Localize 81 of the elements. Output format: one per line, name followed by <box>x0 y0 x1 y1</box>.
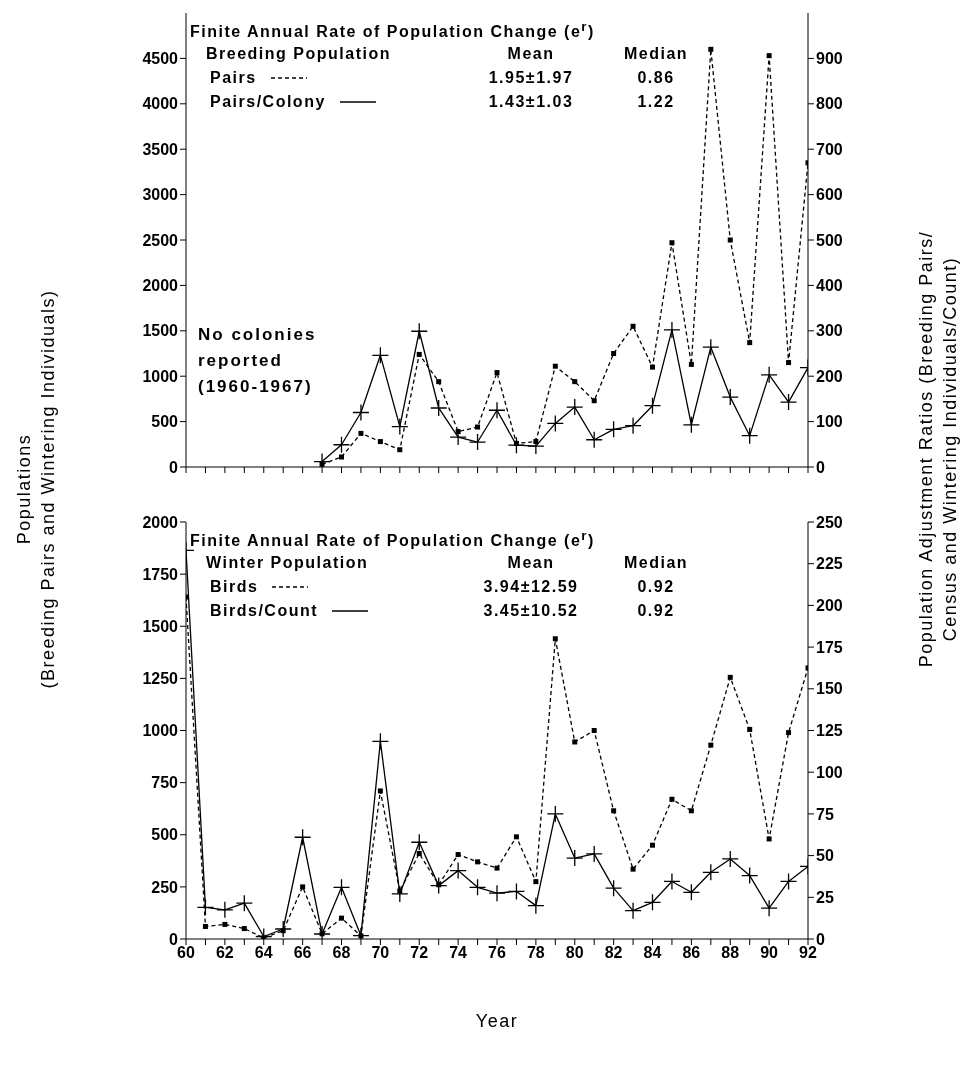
annotation: Winter Population <box>206 554 370 573</box>
y2-tick-label: 500 <box>816 231 843 249</box>
x-tick-label: 72 <box>410 944 429 962</box>
y2-axis-title: Population Adjustment Ratios (Breeding Pairs/ Census and Wintering Individuals/Count) <box>915 230 961 667</box>
y2-tick-label: 225 <box>816 555 843 573</box>
legend-label: Birds/Count <box>210 602 319 621</box>
x-tick-label: 82 <box>604 944 623 962</box>
annotation: Mean <box>506 554 556 573</box>
y2-tick-label: 250 <box>816 513 843 531</box>
y-tick-label: 2000 <box>142 277 179 295</box>
y-tick-label: 500 <box>151 826 179 844</box>
x-tick-label: 74 <box>449 944 468 962</box>
y-tick-label: 750 <box>151 774 179 792</box>
y-tick-label: 1000 <box>142 722 179 740</box>
x-tick-label: 78 <box>526 944 545 962</box>
annotation: Median <box>622 45 690 64</box>
x-tick-label: 66 <box>293 944 312 962</box>
annotation: 0.92 <box>636 602 676 621</box>
x-tick-label: 62 <box>215 944 234 962</box>
annotation: Median <box>622 554 690 573</box>
y-tick-label: 1500 <box>142 617 179 635</box>
annotation: Mean <box>506 45 556 64</box>
y-tick-label: 1500 <box>142 322 179 340</box>
legend-label: Birds <box>210 578 259 597</box>
annotation: No colonies reported (1960-1967) <box>198 323 318 398</box>
y-tick-label: 1750 <box>142 565 179 583</box>
y2-tick-label: 25 <box>816 888 834 906</box>
x-tick-label: 84 <box>643 944 662 962</box>
annotation: 1.22 <box>636 93 676 112</box>
annotation: 0.92 <box>636 578 676 597</box>
y-tick-label: 1250 <box>142 670 179 688</box>
y-tick-label: 4000 <box>142 95 179 113</box>
y2-tick-label: 100 <box>816 763 843 781</box>
y2-tick-label: 200 <box>816 367 843 385</box>
annotation: 3.45±10.52 <box>482 602 580 621</box>
y-tick-label: 2000 <box>142 513 179 531</box>
annotation: Breeding Population <box>206 45 392 64</box>
y2-tick-label: 0 <box>816 458 825 476</box>
x-axis-title: Year <box>475 1010 519 1033</box>
y-tick-label: 0 <box>169 930 179 948</box>
y2-tick-label: 175 <box>816 638 843 656</box>
x-tick-label: 70 <box>371 944 390 962</box>
x-tick-label: 80 <box>565 944 584 962</box>
legend-title: Finite Annual Rate of Population Change (e$^{r}$) <box>190 19 596 42</box>
annotation: 1.43±1.03 <box>487 93 575 112</box>
y2-tick-label: 100 <box>816 413 843 431</box>
y-tick-label: 4500 <box>142 50 179 68</box>
y2-tick-label: 700 <box>816 140 843 158</box>
y-tick-label: 1000 <box>142 367 179 385</box>
y2-tick-label: 200 <box>816 597 843 615</box>
x-tick-label: 92 <box>799 944 817 962</box>
y-tick-label: 3000 <box>142 186 179 204</box>
y2-tick-label: 0 <box>816 930 825 948</box>
y2-tick-label: 50 <box>816 847 834 865</box>
legend-label: Pairs/Colony <box>210 93 326 112</box>
y-tick-label: 3500 <box>142 140 179 158</box>
y2-tick-label: 800 <box>816 95 843 113</box>
x-tick-label: 64 <box>254 944 273 962</box>
x-tick-label: 90 <box>760 944 779 962</box>
annotation: 3.94±12.59 <box>482 578 580 597</box>
annotation: 0.86 <box>636 69 676 88</box>
x-tick-label: 88 <box>721 944 740 962</box>
legend-label: Pairs <box>210 69 257 88</box>
x-tick-label: 68 <box>332 944 351 962</box>
y2-tick-label: 400 <box>816 277 843 295</box>
y-tick-label: 500 <box>151 413 179 431</box>
y2-tick-label: 300 <box>816 322 843 340</box>
y2-tick-label: 125 <box>816 722 843 740</box>
y-tick-label: 0 <box>169 458 179 476</box>
legend-title: Finite Annual Rate of Population Change (e$^{r}$) <box>190 528 596 551</box>
annotation: 1.95±1.97 <box>487 69 575 88</box>
y2-tick-label: 150 <box>816 680 843 698</box>
y-axis-title: Populations (Breeding Pairs and Wintering Individuals) <box>13 288 59 689</box>
y2-tick-label: 75 <box>816 805 834 823</box>
y2-tick-label: 600 <box>816 186 843 204</box>
x-tick-label: 76 <box>488 944 506 962</box>
x-tick-label: 60 <box>177 944 195 962</box>
y-tick-label: 2500 <box>142 231 179 249</box>
y2-tick-label: 900 <box>816 50 843 68</box>
x-tick-label: 86 <box>682 944 701 962</box>
y-tick-label: 250 <box>151 878 179 896</box>
